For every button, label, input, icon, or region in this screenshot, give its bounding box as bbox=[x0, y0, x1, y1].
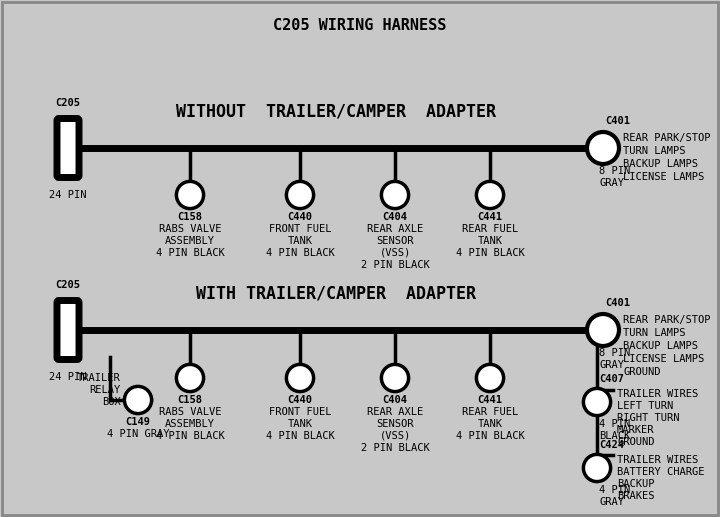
Text: BACKUP: BACKUP bbox=[617, 479, 654, 489]
Text: TANK: TANK bbox=[287, 419, 312, 429]
Text: SENSOR: SENSOR bbox=[377, 419, 414, 429]
Text: 24 PIN: 24 PIN bbox=[49, 190, 86, 200]
Text: (VSS): (VSS) bbox=[379, 431, 410, 440]
Text: C441: C441 bbox=[477, 211, 503, 222]
Text: 2 PIN BLACK: 2 PIN BLACK bbox=[361, 260, 429, 269]
Text: C401: C401 bbox=[605, 116, 630, 126]
Circle shape bbox=[587, 314, 619, 346]
Circle shape bbox=[477, 364, 503, 391]
Circle shape bbox=[477, 181, 503, 208]
Text: C158: C158 bbox=[178, 394, 202, 405]
Text: LICENSE LAMPS: LICENSE LAMPS bbox=[623, 354, 704, 364]
Text: 4 PIN GRAY: 4 PIN GRAY bbox=[107, 429, 169, 438]
Text: C149: C149 bbox=[125, 417, 150, 427]
Text: BATTERY CHARGE: BATTERY CHARGE bbox=[617, 467, 704, 477]
Text: BLACK: BLACK bbox=[599, 431, 630, 440]
FancyBboxPatch shape bbox=[57, 300, 79, 359]
Text: FRONT FUEL: FRONT FUEL bbox=[269, 406, 331, 417]
Circle shape bbox=[382, 181, 409, 208]
Text: TRAILER WIRES: TRAILER WIRES bbox=[617, 389, 698, 399]
Circle shape bbox=[583, 388, 611, 416]
Text: ASSEMBLY: ASSEMBLY bbox=[165, 236, 215, 246]
Text: C440: C440 bbox=[287, 211, 312, 222]
Text: 8 PIN: 8 PIN bbox=[599, 348, 630, 358]
Text: REAR PARK/STOP: REAR PARK/STOP bbox=[623, 133, 711, 143]
Text: RIGHT TURN: RIGHT TURN bbox=[617, 413, 680, 423]
Text: C440: C440 bbox=[287, 394, 312, 405]
Text: 8 PIN: 8 PIN bbox=[599, 166, 630, 176]
Text: GRAY: GRAY bbox=[599, 497, 624, 507]
Text: GROUND: GROUND bbox=[617, 437, 654, 447]
Text: C205: C205 bbox=[55, 280, 81, 290]
Text: 4 PIN: 4 PIN bbox=[599, 419, 630, 429]
Text: GRAY: GRAY bbox=[599, 360, 624, 370]
FancyBboxPatch shape bbox=[57, 118, 79, 177]
Text: ASSEMBLY: ASSEMBLY bbox=[165, 419, 215, 429]
Text: 4 PIN BLACK: 4 PIN BLACK bbox=[156, 248, 225, 257]
Circle shape bbox=[176, 364, 204, 391]
Text: 24 PIN: 24 PIN bbox=[49, 372, 86, 382]
Text: WITH TRAILER/CAMPER  ADAPTER: WITH TRAILER/CAMPER ADAPTER bbox=[196, 284, 476, 302]
Circle shape bbox=[382, 364, 409, 391]
Circle shape bbox=[587, 132, 619, 164]
Circle shape bbox=[583, 454, 611, 482]
Circle shape bbox=[287, 364, 314, 391]
Text: TRAILER
RELAY
BOX: TRAILER RELAY BOX bbox=[76, 373, 120, 406]
Text: 2 PIN BLACK: 2 PIN BLACK bbox=[361, 443, 429, 452]
Text: LICENSE LAMPS: LICENSE LAMPS bbox=[623, 172, 704, 182]
Text: SENSOR: SENSOR bbox=[377, 236, 414, 246]
Text: REAR FUEL: REAR FUEL bbox=[462, 223, 518, 234]
Text: TANK: TANK bbox=[477, 236, 503, 246]
Text: REAR FUEL: REAR FUEL bbox=[462, 406, 518, 417]
Text: TURN LAMPS: TURN LAMPS bbox=[623, 328, 685, 338]
Text: 4 PIN BLACK: 4 PIN BLACK bbox=[156, 431, 225, 440]
Text: LEFT TURN: LEFT TURN bbox=[617, 401, 673, 411]
Text: TANK: TANK bbox=[477, 419, 503, 429]
Text: C424: C424 bbox=[599, 440, 624, 450]
Circle shape bbox=[287, 181, 314, 208]
Text: C205 WIRING HARNESS: C205 WIRING HARNESS bbox=[274, 18, 446, 33]
Text: 4 PIN BLACK: 4 PIN BLACK bbox=[266, 431, 334, 440]
Text: C401: C401 bbox=[605, 298, 630, 308]
Text: C407: C407 bbox=[599, 374, 624, 385]
Text: REAR AXLE: REAR AXLE bbox=[367, 406, 423, 417]
Text: BRAKES: BRAKES bbox=[617, 491, 654, 501]
Text: 4 PIN: 4 PIN bbox=[599, 484, 630, 495]
Text: RABS VALVE: RABS VALVE bbox=[158, 223, 221, 234]
Text: RABS VALVE: RABS VALVE bbox=[158, 406, 221, 417]
Text: TANK: TANK bbox=[287, 236, 312, 246]
Text: REAR PARK/STOP: REAR PARK/STOP bbox=[623, 315, 711, 325]
Text: TRAILER WIRES: TRAILER WIRES bbox=[617, 455, 698, 465]
Text: C205: C205 bbox=[55, 98, 81, 108]
Text: (VSS): (VSS) bbox=[379, 248, 410, 257]
Text: BACKUP LAMPS: BACKUP LAMPS bbox=[623, 341, 698, 351]
Text: 4 PIN BLACK: 4 PIN BLACK bbox=[266, 248, 334, 257]
Text: C404: C404 bbox=[382, 211, 408, 222]
Text: BACKUP LAMPS: BACKUP LAMPS bbox=[623, 159, 698, 169]
Text: REAR AXLE: REAR AXLE bbox=[367, 223, 423, 234]
Text: 4 PIN BLACK: 4 PIN BLACK bbox=[456, 248, 524, 257]
Text: WITHOUT  TRAILER/CAMPER  ADAPTER: WITHOUT TRAILER/CAMPER ADAPTER bbox=[176, 102, 496, 120]
Text: GROUND: GROUND bbox=[623, 367, 660, 377]
Text: GRAY: GRAY bbox=[599, 178, 624, 188]
Circle shape bbox=[176, 181, 204, 208]
Text: 4 PIN BLACK: 4 PIN BLACK bbox=[456, 431, 524, 440]
Text: MARKER: MARKER bbox=[617, 425, 654, 435]
Text: FRONT FUEL: FRONT FUEL bbox=[269, 223, 331, 234]
Text: C404: C404 bbox=[382, 394, 408, 405]
Text: TURN LAMPS: TURN LAMPS bbox=[623, 146, 685, 156]
Circle shape bbox=[125, 386, 152, 414]
Text: C158: C158 bbox=[178, 211, 202, 222]
Text: C441: C441 bbox=[477, 394, 503, 405]
